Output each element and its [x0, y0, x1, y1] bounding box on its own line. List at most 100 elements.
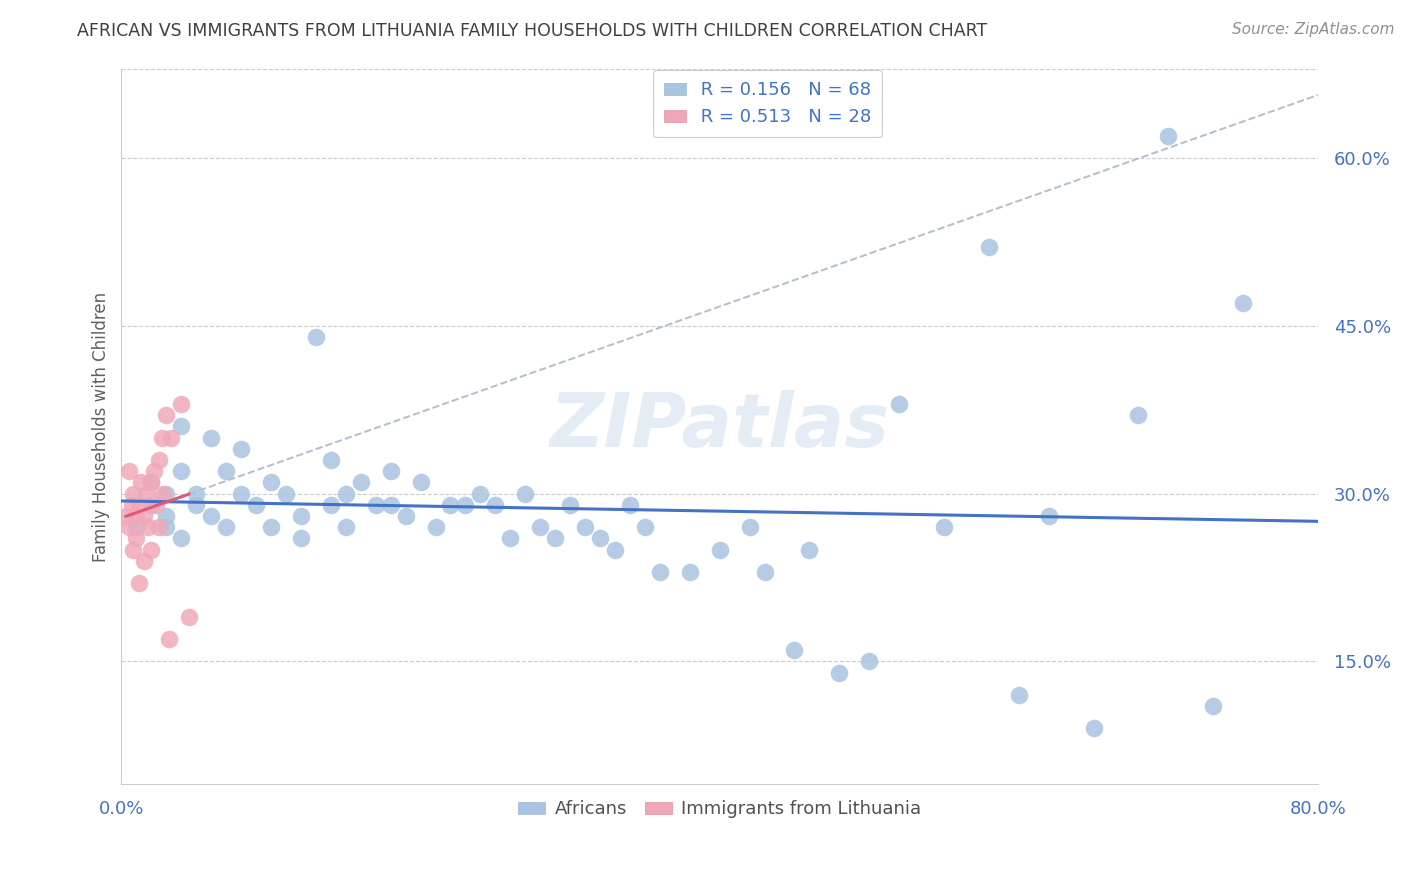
Point: [738, 520, 761, 534]
Point: [439, 498, 461, 512]
Point: [143, 464, 166, 478]
Point: [394, 508, 416, 523]
Point: [200, 431, 222, 445]
Point: [260, 520, 283, 534]
Point: [157, 632, 180, 646]
Point: [1008, 688, 1031, 702]
Point: [679, 565, 702, 579]
Text: ZIPatlas: ZIPatlas: [550, 390, 890, 463]
Point: [380, 464, 402, 478]
Point: [499, 532, 522, 546]
Point: [118, 464, 141, 478]
Point: [152, 486, 174, 500]
Point: [634, 520, 657, 534]
Point: [454, 498, 477, 512]
Point: [121, 498, 143, 512]
Point: [118, 520, 141, 534]
Point: [529, 520, 551, 534]
Point: [574, 520, 596, 534]
Point: [115, 508, 138, 523]
Point: [186, 498, 208, 512]
Point: [783, 643, 806, 657]
Point: [245, 498, 267, 512]
Point: [589, 532, 612, 546]
Point: [380, 498, 402, 512]
Point: [215, 520, 238, 534]
Point: [141, 498, 163, 512]
Point: [155, 508, 177, 523]
Point: [159, 431, 181, 445]
Point: [155, 520, 177, 534]
Point: [138, 520, 160, 534]
Point: [186, 486, 208, 500]
Point: [1157, 128, 1180, 143]
Point: [129, 475, 152, 490]
Point: [619, 498, 641, 512]
Point: [709, 542, 731, 557]
Point: [858, 654, 880, 668]
Point: [1128, 409, 1150, 423]
Point: [148, 520, 170, 534]
Point: [977, 240, 1000, 254]
Point: [122, 542, 145, 557]
Point: [125, 520, 148, 534]
Point: [128, 576, 150, 591]
Point: [135, 486, 157, 500]
Point: [141, 475, 163, 490]
Point: [155, 486, 177, 500]
Point: [409, 475, 432, 490]
Point: [141, 475, 163, 490]
Point: [170, 464, 193, 478]
Point: [470, 486, 492, 500]
Point: [128, 498, 150, 512]
Point: [290, 508, 312, 523]
Point: [350, 475, 373, 490]
Point: [425, 520, 447, 534]
Point: [122, 486, 145, 500]
Point: [1232, 296, 1254, 310]
Point: [319, 498, 342, 512]
Point: [889, 397, 911, 411]
Point: [828, 665, 851, 680]
Legend: Africans, Immigrants from Lithuania: Africans, Immigrants from Lithuania: [510, 793, 928, 825]
Point: [1038, 508, 1060, 523]
Point: [799, 542, 821, 557]
Point: [558, 498, 581, 512]
Point: [145, 498, 167, 512]
Text: Source: ZipAtlas.com: Source: ZipAtlas.com: [1232, 22, 1395, 37]
Point: [229, 486, 252, 500]
Point: [150, 431, 173, 445]
Point: [125, 532, 148, 546]
Point: [603, 542, 626, 557]
Y-axis label: Family Households with Children: Family Households with Children: [93, 292, 110, 562]
Point: [132, 554, 155, 568]
Point: [364, 498, 387, 512]
Point: [125, 508, 148, 523]
Point: [274, 486, 297, 500]
Point: [141, 542, 163, 557]
Point: [155, 409, 177, 423]
Point: [319, 453, 342, 467]
Point: [177, 609, 200, 624]
Point: [1083, 722, 1105, 736]
Point: [515, 486, 537, 500]
Point: [170, 532, 193, 546]
Point: [260, 475, 283, 490]
Point: [132, 508, 155, 523]
Point: [648, 565, 671, 579]
Point: [305, 330, 328, 344]
Point: [754, 565, 776, 579]
Point: [335, 486, 357, 500]
Point: [148, 453, 170, 467]
Text: AFRICAN VS IMMIGRANTS FROM LITHUANIA FAMILY HOUSEHOLDS WITH CHILDREN CORRELATION: AFRICAN VS IMMIGRANTS FROM LITHUANIA FAM…: [77, 22, 987, 40]
Point: [544, 532, 567, 546]
Point: [932, 520, 955, 534]
Point: [170, 397, 193, 411]
Point: [335, 520, 357, 534]
Point: [290, 532, 312, 546]
Point: [170, 419, 193, 434]
Point: [1202, 699, 1225, 714]
Point: [200, 508, 222, 523]
Point: [229, 442, 252, 456]
Point: [484, 498, 506, 512]
